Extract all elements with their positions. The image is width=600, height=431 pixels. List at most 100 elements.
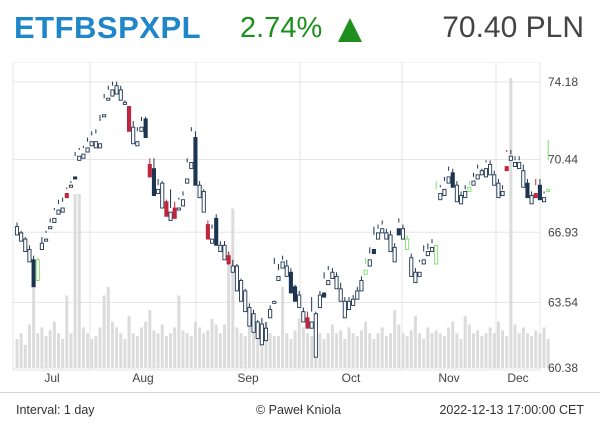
- candle: [93, 129, 98, 149]
- volume-bar: [48, 330, 52, 368]
- volume-bar: [210, 318, 214, 368]
- candle: [251, 309, 256, 333]
- volume-layer: [15, 78, 550, 368]
- candle: [168, 189, 173, 221]
- quote-header: ETFBSPXPL 2.74% 70.40 PLN: [0, 0, 600, 62]
- candle: [197, 181, 202, 199]
- volume-bar: [521, 327, 525, 368]
- volume-bar: [297, 318, 301, 368]
- candle: [222, 241, 227, 261]
- timestamp-label: 2022-12-13 17:00:00 CET: [439, 403, 584, 417]
- candle-body: [272, 300, 277, 304]
- volume-bar: [430, 333, 434, 368]
- volume-bar: [52, 321, 56, 368]
- volume-bar: [32, 281, 36, 368]
- candle-body: [60, 207, 65, 213]
- candle-body: [110, 89, 115, 97]
- candle: [268, 305, 273, 319]
- candle-body: [471, 180, 476, 186]
- candle-body: [359, 280, 364, 292]
- candle-body: [230, 265, 235, 273]
- candle-body: [156, 188, 161, 194]
- volume-bar: [40, 327, 44, 368]
- candle: [517, 156, 522, 170]
- volume-bar: [86, 333, 90, 368]
- volume-bar: [484, 333, 488, 368]
- candle: [525, 178, 530, 199]
- candle-body: [139, 126, 144, 132]
- candle-body: [14, 226, 20, 236]
- volume-bar: [90, 339, 94, 368]
- chart-footer: Interval: 1 day © Paweł Kniola 2022-12-1…: [0, 392, 600, 431]
- volume-bar: [330, 324, 334, 368]
- interval-label: Interval: 1 day: [16, 403, 95, 417]
- candle-body: [371, 249, 376, 255]
- candle: [483, 160, 489, 178]
- volume-bar: [77, 194, 81, 368]
- candle-body: [367, 259, 372, 267]
- volume-bar: [546, 339, 550, 368]
- candle: [44, 230, 49, 242]
- candle: [27, 245, 32, 263]
- candle-body: [168, 211, 173, 221]
- candle: [23, 237, 28, 252]
- volume-bar: [472, 333, 475, 368]
- volume-bar: [442, 336, 446, 368]
- volume-bar: [467, 324, 471, 368]
- volume-bar: [488, 327, 492, 368]
- volume-bar: [434, 330, 438, 368]
- candle-body: [172, 207, 177, 219]
- candle: [330, 268, 335, 279]
- volume-bar: [135, 336, 139, 368]
- plot-frame: [12, 62, 541, 371]
- volume-bar: [198, 327, 202, 368]
- volume-bar: [389, 333, 392, 368]
- candle-body: [351, 298, 356, 306]
- volume-bar: [169, 333, 173, 368]
- volume-bar: [326, 333, 330, 368]
- candle: [255, 319, 260, 340]
- x-tick-label: Nov: [438, 371, 459, 385]
- volume-bar: [447, 327, 451, 368]
- volume-bar: [235, 327, 239, 368]
- volume-bar: [301, 327, 305, 368]
- candle-body: [126, 106, 132, 132]
- candle: [293, 284, 298, 302]
- volume-bar: [384, 336, 388, 368]
- volume-bar: [509, 78, 513, 368]
- candle-body: [467, 186, 472, 192]
- candlestick-chart: 60.38 63.54 66.93 70.44 74.18 Jul Aug Sep Oct Nov…: [12, 62, 578, 385]
- candle: [475, 164, 480, 180]
- volume-bar: [276, 336, 280, 368]
- candle-body: [81, 153, 86, 159]
- candle-body: [93, 141, 98, 149]
- candle-body: [546, 188, 551, 192]
- volume-bar: [193, 321, 197, 368]
- candle-body: [533, 193, 538, 199]
- candle: [380, 220, 385, 234]
- x-tick-label: Aug: [132, 371, 153, 385]
- candle: [151, 158, 157, 197]
- volume-bar: [393, 310, 397, 368]
- candle-body: [89, 141, 94, 147]
- x-tick-label: Oct: [342, 371, 361, 385]
- candle: [110, 81, 115, 97]
- candle: [259, 317, 264, 346]
- volume-bar: [185, 333, 189, 368]
- candle: [392, 243, 397, 263]
- candle-body: [542, 197, 547, 203]
- candle: [147, 158, 152, 178]
- candle-body: [201, 190, 206, 213]
- volume-bar: [322, 339, 326, 368]
- volume-bar: [351, 333, 355, 368]
- candle: [73, 152, 78, 180]
- candle-body: [517, 161, 522, 170]
- candle-body: [409, 257, 414, 277]
- candle-body: [284, 265, 289, 277]
- candle: [35, 257, 40, 281]
- x-tick-label: Dec: [507, 371, 528, 385]
- candle: [508, 149, 513, 161]
- candle-body: [97, 143, 103, 149]
- candle-body: [450, 172, 455, 188]
- y-tick-label: 66.93: [548, 225, 578, 239]
